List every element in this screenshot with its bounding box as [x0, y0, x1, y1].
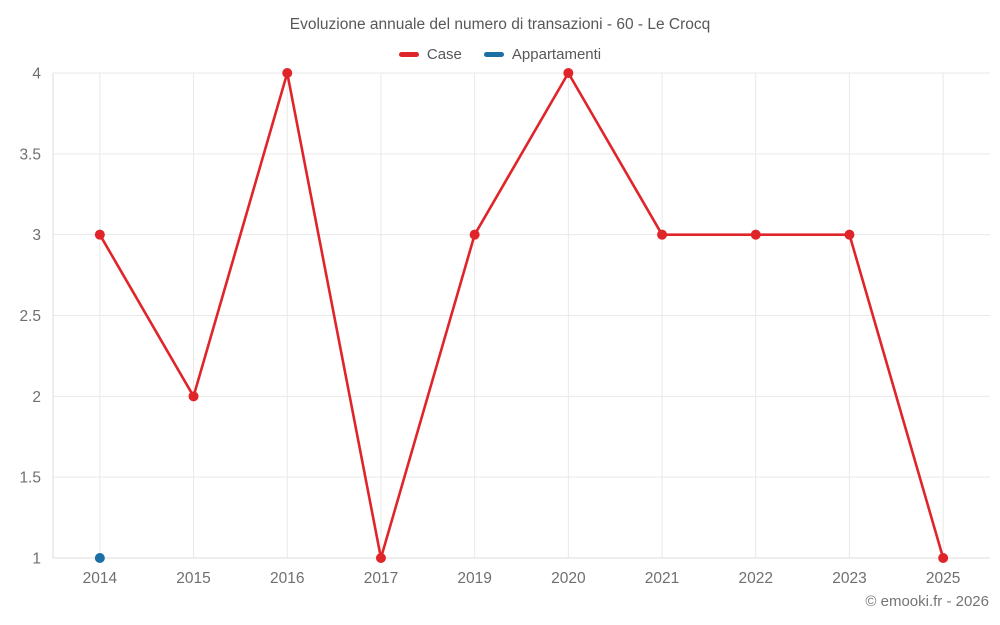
data-point-case[interactable] — [469, 229, 480, 240]
y-tick-label: 1.5 — [19, 470, 41, 487]
data-point-case[interactable] — [94, 229, 105, 240]
y-tick-label: 3.5 — [19, 146, 41, 163]
data-point-case[interactable] — [844, 229, 855, 240]
x-tick-label: 2016 — [270, 570, 304, 587]
x-tick-label: 2019 — [457, 570, 491, 587]
data-point-case[interactable] — [938, 553, 949, 563]
data-point-case[interactable] — [375, 553, 386, 563]
copyright-notice: © emooki.fr - 2026 — [865, 593, 989, 610]
x-tick-label: 2014 — [83, 570, 118, 587]
data-point-case[interactable] — [563, 68, 574, 78]
legend-item-appartamenti[interactable]: Appartamenti — [483, 46, 602, 63]
legend-label-appartamenti: Appartamenti — [511, 46, 602, 63]
y-tick-label: 3 — [32, 227, 41, 244]
y-tick-label: 4 — [32, 66, 41, 83]
y-tick-label: 1 — [32, 551, 41, 568]
legend-swatch-case-icon — [398, 52, 419, 57]
data-point-appartamenti[interactable] — [94, 553, 105, 563]
series-line-case — [98, 71, 945, 560]
x-tick-label: 2015 — [176, 570, 210, 587]
x-tick-label: 2021 — [645, 570, 679, 587]
x-tick-label: 2017 — [364, 570, 398, 587]
chart-title: Evoluzione annuale del numero di transaz… — [289, 16, 711, 33]
legend-swatch-appartamenti-icon — [483, 52, 504, 57]
y-tick-label: 2 — [32, 389, 41, 406]
data-point-case[interactable] — [188, 391, 199, 402]
legend-item-case[interactable]: Case — [398, 46, 462, 63]
x-tick-label: 2022 — [739, 570, 773, 587]
legend-label-case: Case — [426, 46, 462, 63]
data-point-case[interactable] — [750, 229, 761, 240]
legend: Case Appartamenti — [0, 46, 1000, 63]
x-tick-label: 2020 — [551, 570, 586, 587]
data-point-case[interactable] — [657, 229, 668, 240]
data-point-case[interactable] — [282, 68, 293, 78]
x-tick-label: 2025 — [926, 570, 960, 587]
x-tick-label: 2023 — [832, 570, 866, 587]
y-tick-label: 2.5 — [19, 308, 41, 325]
